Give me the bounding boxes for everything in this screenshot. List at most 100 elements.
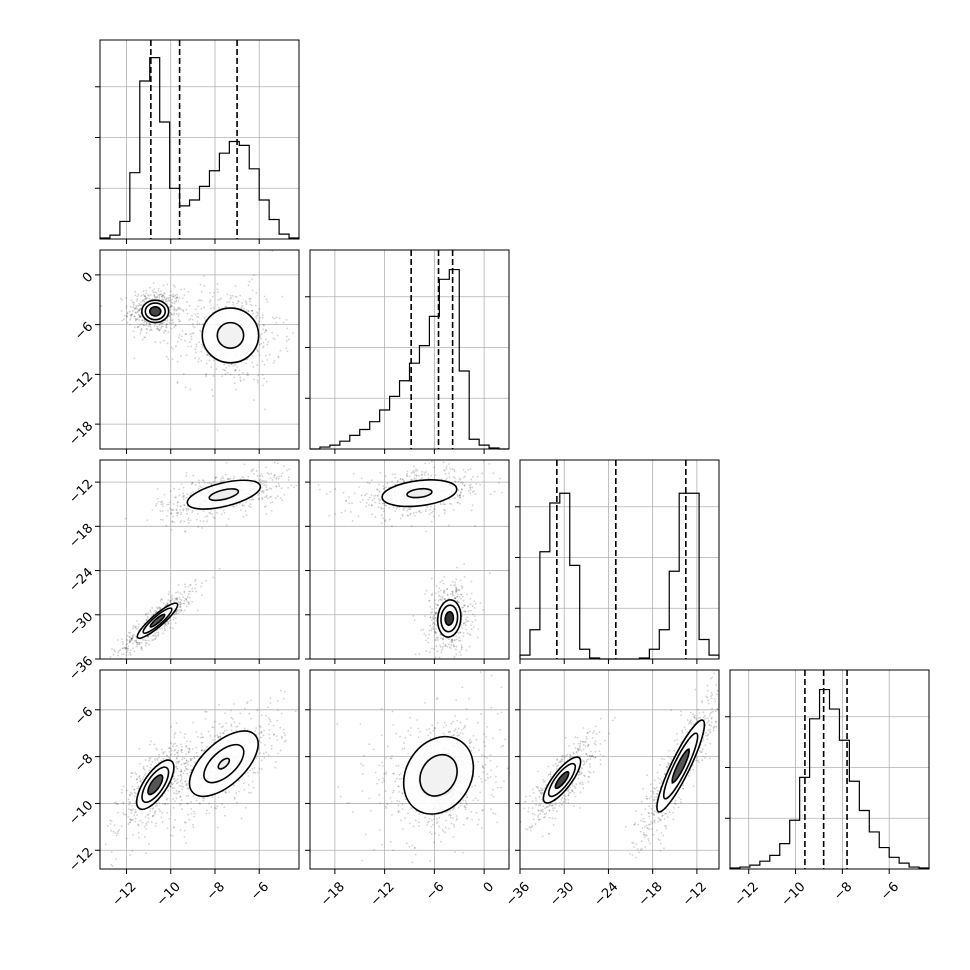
scatter-point-1-200 <box>204 481 206 484</box>
scatter-point-1-362 <box>181 335 183 338</box>
scatter-point-1-261 <box>420 474 423 477</box>
scatter-point-1-79 <box>456 494 459 496</box>
scatter-point-1-205 <box>379 471 382 474</box>
scatter-point-1-226 <box>368 496 371 499</box>
scatter-point-0-262 <box>144 816 147 818</box>
scatter-point-0-134 <box>461 627 464 630</box>
density-core-0 <box>147 774 164 796</box>
scatter-point-1-31 <box>184 530 187 533</box>
scatter-point-0-339 <box>160 598 163 601</box>
scatter-point-1-49 <box>314 703 316 705</box>
scatter-point-1-232 <box>242 476 245 479</box>
scatter-point-1-487 <box>239 379 242 381</box>
scatter-point-0-348 <box>167 331 170 333</box>
scatter-point-1-317 <box>182 492 184 495</box>
scatter-point-1-197 <box>184 780 187 783</box>
scatter-point-0-358 <box>163 625 166 628</box>
scatter-point-1-89 <box>481 809 484 811</box>
scatter-point-0-80 <box>163 292 166 295</box>
scatter-point-1-418 <box>460 488 463 491</box>
scatter-point-0-498 <box>461 606 464 609</box>
scatter-point-1-286 <box>193 810 195 813</box>
scatter-point-0-53 <box>440 649 443 652</box>
scatter-point-1-98 <box>391 754 393 757</box>
scatter-point-0-393 <box>473 606 476 609</box>
scatter-point-0-515 <box>187 768 189 771</box>
scatter-point-0-231 <box>131 804 134 807</box>
scatter-point-0-223 <box>149 807 152 810</box>
scatter-point-0-163 <box>123 646 126 649</box>
scatter-point-0-505 <box>454 660 456 662</box>
contour-0-0 <box>444 611 455 626</box>
scatter-point-1-144 <box>421 473 423 476</box>
scatter-point-1-149 <box>401 513 404 516</box>
scatter-point-0-188 <box>169 305 172 308</box>
scatter-point-0-68 <box>460 593 462 596</box>
scatter-point-0-2 <box>154 758 156 760</box>
scatter-point-0-434 <box>109 655 112 658</box>
scatter-point-0-51 <box>139 307 142 310</box>
scatter-point-1-117 <box>442 500 445 503</box>
scatter-point-1-180 <box>280 487 283 490</box>
scatter-point-1-291 <box>189 764 192 767</box>
scatter-point-1-403 <box>146 519 149 522</box>
scatter-point-0-439 <box>173 285 176 288</box>
scatter-point-0-382 <box>413 619 416 622</box>
scatter-point-1-400 <box>370 504 373 507</box>
scatter-point-1-70 <box>452 823 455 826</box>
scatter-point-1-124 <box>382 488 385 490</box>
scatter-point-0-392 <box>161 295 163 298</box>
scatter-point-1-133 <box>201 749 203 752</box>
scatter-point-1-317 <box>396 481 399 483</box>
scatter-point-1-111 <box>490 769 492 772</box>
scatter-point-0-65 <box>141 821 144 824</box>
scatter-point-1-251 <box>203 275 206 278</box>
scatter-point-0-300 <box>460 644 463 647</box>
scatter-point-0-277 <box>135 810 138 813</box>
scatter-point-1-228 <box>412 469 415 472</box>
scatter-point-1-232 <box>382 510 385 513</box>
scatter-point-0-471 <box>145 289 147 292</box>
scatter-point-0-327 <box>129 640 132 643</box>
scatter-point-0-344 <box>157 634 159 637</box>
scatter-point-1-188 <box>175 512 178 514</box>
scatter-point-0-293 <box>464 624 467 626</box>
scatter-point-1-383 <box>176 501 179 504</box>
scatter-point-1-244 <box>239 294 242 297</box>
scatter-point-1-164 <box>151 509 154 511</box>
scatter-point-0-293 <box>135 639 138 642</box>
scatter-point-1-5 <box>195 351 197 354</box>
scatter-point-1-144 <box>193 815 196 818</box>
scatter-point-0-89 <box>465 649 468 652</box>
scatter-point-0-81 <box>195 731 198 734</box>
scatter-point-1-71 <box>391 480 393 483</box>
scatter-point-0-39 <box>132 647 135 650</box>
scatter-point-0-378 <box>191 587 194 590</box>
scatter-point-0-340 <box>113 649 116 652</box>
scatter-point-0-322 <box>186 772 189 775</box>
scatter-point-1-43 <box>478 818 480 821</box>
scatter-point-1-78 <box>195 799 198 802</box>
scatter-point-1-105 <box>199 736 202 739</box>
scatter-point-1-47 <box>283 493 285 496</box>
density-content-0-1 <box>100 250 294 432</box>
scatter-point-0-97 <box>127 798 130 801</box>
scatter-point-0-76 <box>460 654 462 656</box>
scatter-point-1-415 <box>259 481 262 484</box>
scatter-point-1-148 <box>236 302 239 305</box>
scatter-point-1-64 <box>222 732 225 734</box>
scatter-point-0-340 <box>468 645 471 648</box>
scatter-point-0-469 <box>434 612 437 615</box>
scatter-point-1-141 <box>361 859 364 862</box>
scatter-point-1-305 <box>260 483 262 485</box>
scatter-point-0-234 <box>173 309 176 312</box>
scatter-point-0-155 <box>444 644 447 647</box>
scatter-point-0-131 <box>160 748 163 751</box>
scatter-point-0-211 <box>156 293 159 296</box>
scatter-point-0-151 <box>128 793 131 796</box>
scatter-point-0-127 <box>112 653 115 656</box>
scatter-point-0-491 <box>431 608 434 610</box>
scatter-point-1-20 <box>510 764 512 766</box>
scatter-point-0-296 <box>161 598 163 601</box>
scatter-point-0-504 <box>129 854 131 856</box>
